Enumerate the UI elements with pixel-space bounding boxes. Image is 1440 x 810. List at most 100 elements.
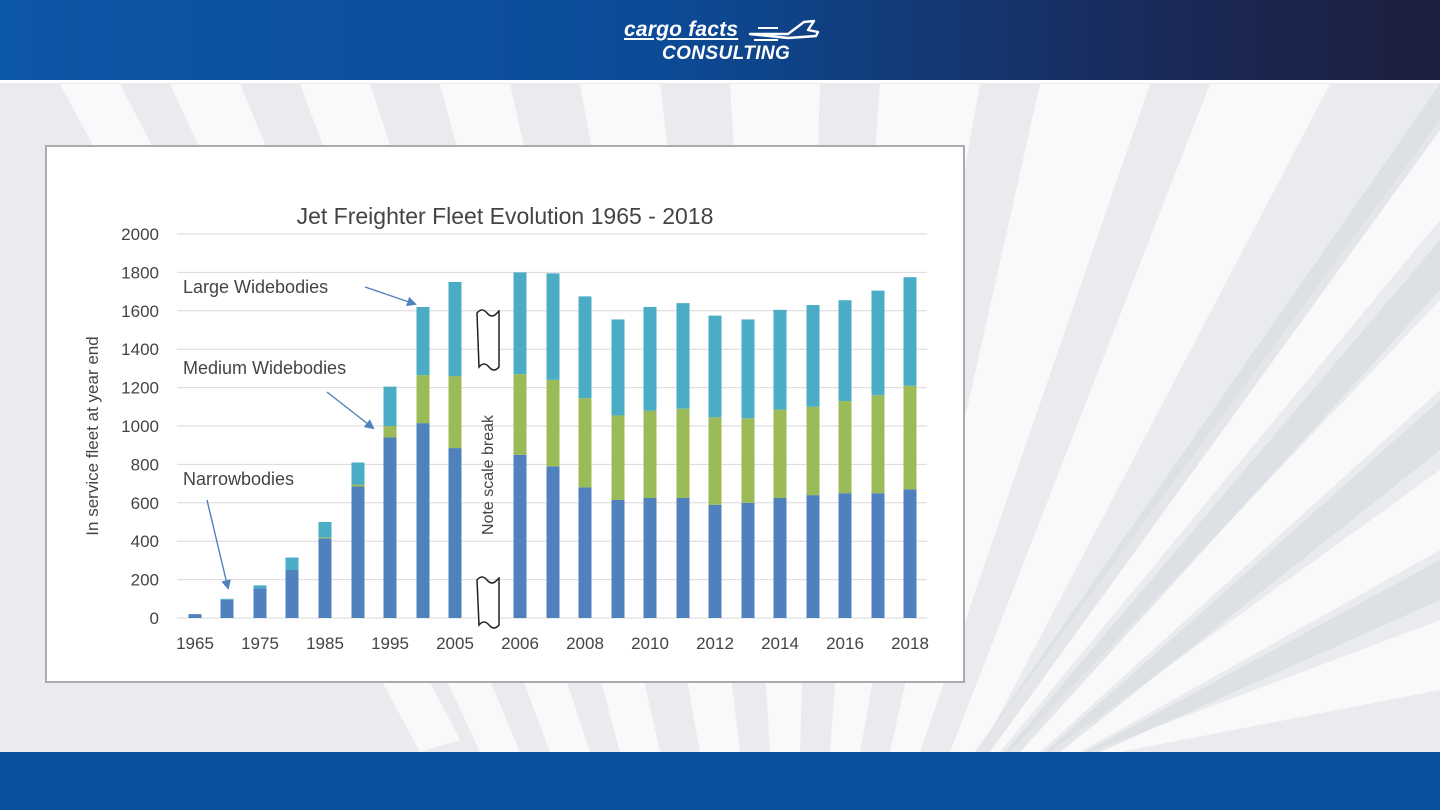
bar-segment-narrowbodies xyxy=(741,502,755,618)
scale-break-note: Note scale break xyxy=(480,414,497,535)
bar-segment-narrowbodies xyxy=(383,437,397,618)
stacked-bar-chart: 0 200 400 600 800 1000 1200 1400 1600 1800 2000 Jet… xyxy=(83,203,929,653)
y-tick-label: 2000 xyxy=(121,225,159,244)
bar-segment-narrowbodies xyxy=(578,487,592,618)
bar-segment-medium-widebodies xyxy=(611,415,625,500)
bar-segment-narrowbodies xyxy=(351,486,365,618)
bar-segment-narrowbodies xyxy=(513,454,527,618)
y-tick-label: 1800 xyxy=(121,263,159,282)
bar-segment-narrowbodies xyxy=(871,493,885,618)
annotation-medium-widebodies: Medium Widebodies xyxy=(183,358,346,378)
bar-segment-large-widebodies xyxy=(285,557,299,570)
company-logo[interactable]: cargo facts CONSULTING xyxy=(620,16,820,68)
bar-segment-narrowbodies xyxy=(708,504,722,618)
bar-segment-large-widebodies xyxy=(351,462,365,485)
annotation-narrowbodies: Narrowbodies xyxy=(183,469,294,489)
annotation-arrow xyxy=(364,286,417,307)
y-axis-label: In service fleet at year end xyxy=(83,336,102,535)
bar-segment-medium-widebodies xyxy=(448,376,462,449)
bar-segment-narrowbodies xyxy=(220,599,234,618)
annotation-arrow xyxy=(206,499,231,590)
chart-title: Jet Freighter Fleet Evolution 1965 - 201… xyxy=(297,203,714,229)
bar-segment-narrowbodies xyxy=(285,570,299,618)
bar-segment-large-widebodies xyxy=(741,319,755,419)
bar-segment-narrowbodies xyxy=(416,423,430,618)
bar-segment-narrowbodies xyxy=(546,466,560,618)
x-tick-label: 2006 xyxy=(501,634,539,653)
bar-segment-medium-widebodies xyxy=(546,379,560,467)
logo-text-consulting: CONSULTING xyxy=(662,43,791,64)
y-tick-label: 600 xyxy=(131,494,159,513)
scale-break-marker xyxy=(476,309,500,371)
bar-segment-medium-widebodies xyxy=(838,401,852,494)
bar-segment-large-widebodies xyxy=(903,277,917,386)
bar-segment-medium-widebodies xyxy=(416,375,430,424)
bar-segment-large-widebodies xyxy=(578,296,592,399)
x-tick-label: 1965 xyxy=(176,634,214,653)
y-tick-label: 800 xyxy=(131,455,159,474)
bar-segment-narrowbodies xyxy=(188,614,202,618)
x-tick-label: 1975 xyxy=(241,634,279,653)
bar-segment-large-widebodies xyxy=(838,300,852,402)
bar-segment-large-widebodies xyxy=(383,386,397,426)
x-tick-label: 1985 xyxy=(306,634,344,653)
logo-text-cargo-facts: cargo facts xyxy=(624,18,739,41)
bar-segment-narrowbodies xyxy=(253,588,267,618)
y-tick-label: 400 xyxy=(131,532,159,551)
x-tick-label: 2008 xyxy=(566,634,604,653)
bar-segment-medium-widebodies xyxy=(903,385,917,490)
bar-segment-medium-widebodies xyxy=(741,418,755,503)
x-tick-label: 2010 xyxy=(631,634,669,653)
bar-segment-large-widebodies xyxy=(806,305,820,407)
y-tick-label: 1600 xyxy=(121,302,159,321)
bar-segment-narrowbodies xyxy=(773,498,787,618)
bar-segment-narrowbodies xyxy=(643,498,657,618)
x-tick-label: 2018 xyxy=(891,634,929,653)
bar-segment-medium-widebodies xyxy=(578,398,592,488)
x-tick-label: 2012 xyxy=(696,634,734,653)
bar-segment-large-widebodies xyxy=(643,306,657,411)
bar-segment-large-widebodies xyxy=(676,303,690,409)
bar-segment-medium-widebodies xyxy=(513,374,527,455)
bar-segment-narrowbodies xyxy=(676,498,690,618)
x-tick-label: 2014 xyxy=(761,634,799,653)
bar-segment-large-widebodies xyxy=(318,522,332,538)
bar-segment-large-widebodies xyxy=(253,585,267,589)
bar-segment-medium-widebodies xyxy=(773,409,787,498)
airplane-icon xyxy=(748,19,820,41)
bar-segment-medium-widebodies xyxy=(806,406,820,496)
bar-segment-narrowbodies xyxy=(318,538,332,618)
annotation-large-widebodies: Large Widebodies xyxy=(183,277,328,297)
bar-segment-narrowbodies xyxy=(448,448,462,618)
bar-segment-large-widebodies xyxy=(416,306,430,376)
y-tick-label: 0 xyxy=(150,609,159,628)
bar-segment-large-widebodies xyxy=(871,290,885,396)
bar-segment-large-widebodies xyxy=(513,272,527,375)
bar-segment-narrowbodies xyxy=(838,493,852,618)
x-tick-label: 2016 xyxy=(826,634,864,653)
chart-panel: 0 200 400 600 800 1000 1200 1400 1600 1800 2000 Jet… xyxy=(45,145,965,683)
header-bar: cargo facts CONSULTING xyxy=(0,0,1440,83)
y-tick-label: 1200 xyxy=(121,379,159,398)
bar-segment-medium-widebodies xyxy=(383,426,397,438)
footer-bar xyxy=(0,752,1440,810)
bar-segment-medium-widebodies xyxy=(318,537,332,539)
bar-segment-narrowbodies xyxy=(806,495,820,618)
bar-segment-large-widebodies xyxy=(708,315,722,418)
bar-segment-narrowbodies xyxy=(611,499,625,618)
bar-segment-large-widebodies xyxy=(448,282,462,377)
x-tick-label: 1995 xyxy=(371,634,409,653)
y-tick-label: 200 xyxy=(131,571,159,590)
bar-segment-medium-widebodies xyxy=(871,395,885,494)
bar-segment-large-widebodies xyxy=(220,598,234,600)
x-tick-label: 2005 xyxy=(436,634,474,653)
bar-segment-large-widebodies xyxy=(773,309,787,410)
bar-segment-large-widebodies xyxy=(546,273,560,380)
y-tick-label: 1400 xyxy=(121,340,159,359)
bar-segment-medium-widebodies xyxy=(643,410,657,498)
annotation-arrow xyxy=(326,391,375,430)
y-tick-label: 1000 xyxy=(121,417,159,436)
bar-segment-narrowbodies xyxy=(903,489,917,618)
scale-break-marker xyxy=(476,576,500,629)
bar-segment-large-widebodies xyxy=(611,319,625,416)
